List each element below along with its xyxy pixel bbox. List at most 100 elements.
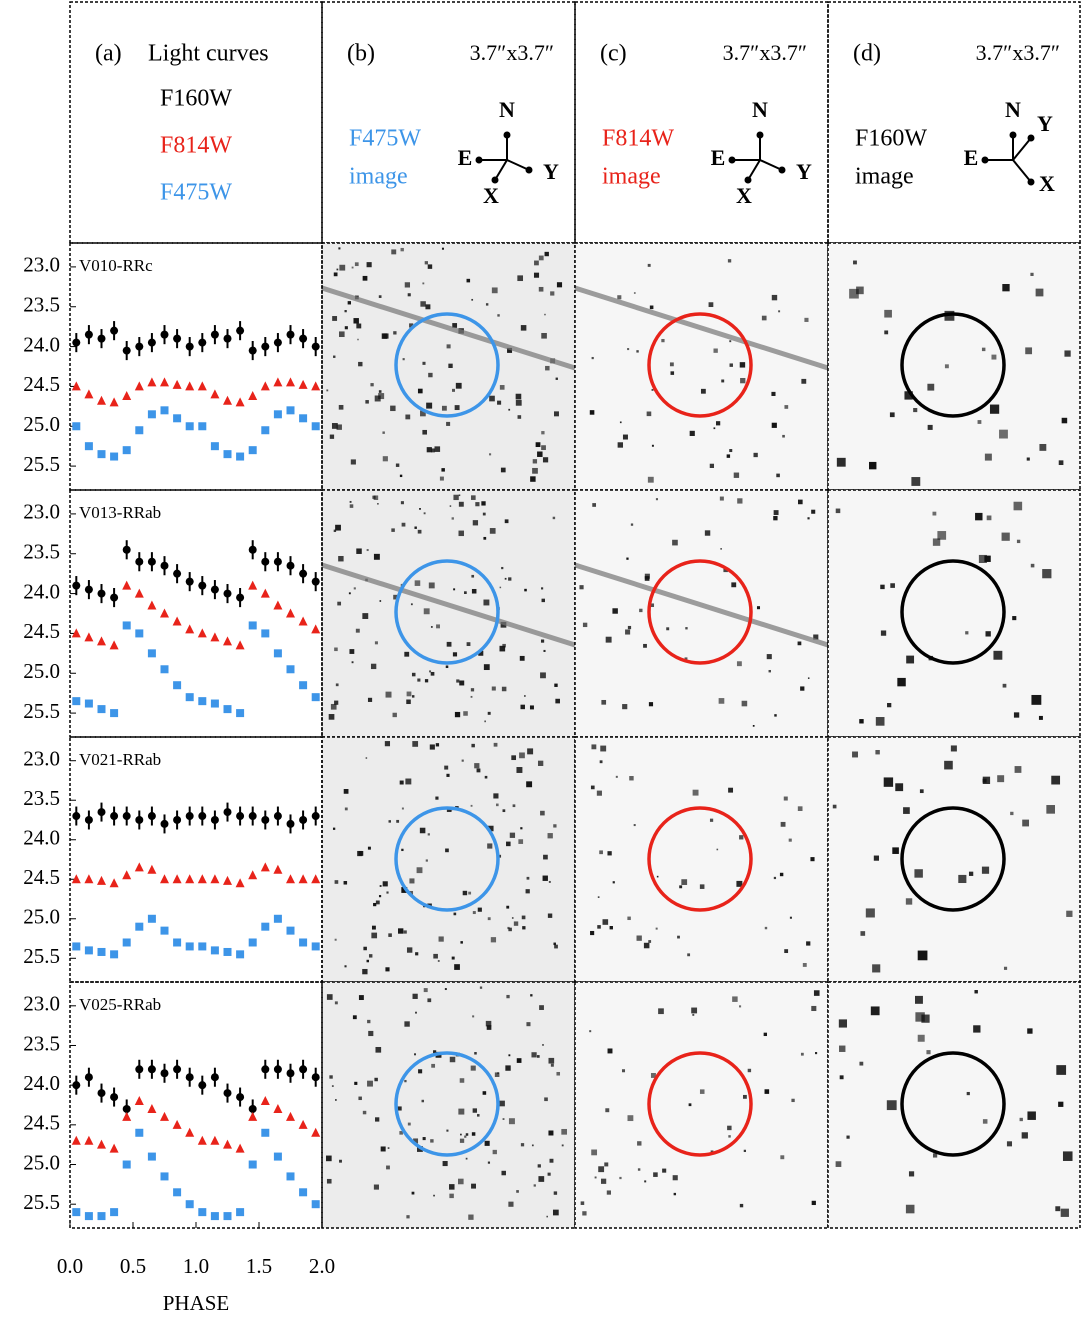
star [765, 927, 767, 929]
data-point [287, 331, 295, 339]
star [374, 1078, 377, 1081]
star [985, 454, 992, 461]
data-point [211, 586, 219, 594]
star [803, 963, 807, 967]
x-tick-label: 1.0 [183, 1254, 209, 1278]
star [516, 767, 522, 773]
star [537, 1055, 540, 1058]
star [762, 316, 767, 321]
data-point [287, 1069, 295, 1077]
star [505, 519, 509, 523]
data-point [261, 629, 269, 637]
data-point [173, 616, 182, 625]
star [1017, 540, 1020, 543]
data-point [148, 1065, 156, 1073]
star [344, 965, 346, 967]
star [1064, 350, 1070, 356]
star [431, 672, 435, 676]
star [997, 775, 1004, 782]
data-point [261, 1065, 269, 1073]
star [332, 316, 337, 321]
star [379, 295, 382, 298]
star [544, 314, 546, 316]
star [335, 1099, 337, 1101]
star [439, 936, 444, 941]
star [477, 768, 481, 772]
star [876, 717, 885, 726]
data-point [148, 339, 156, 347]
star [367, 262, 372, 267]
star [446, 1130, 448, 1132]
y-tick-label: 25.0 [23, 412, 60, 436]
compass-label: X [736, 183, 752, 208]
star [927, 384, 934, 391]
star [808, 677, 810, 679]
star [1039, 444, 1046, 451]
star [526, 1022, 530, 1026]
image-scale: 3.7″x3.7″ [976, 40, 1060, 65]
star [784, 949, 788, 953]
star [993, 651, 1002, 660]
data-point [211, 442, 219, 450]
star [742, 701, 748, 707]
star [958, 875, 966, 883]
data-point [135, 426, 143, 434]
page: (a)Light curvesF160WF814WF475W(b)3.7″x3.… [0, 0, 1083, 1321]
star [327, 1179, 332, 1184]
star [1042, 569, 1051, 578]
star [471, 696, 473, 698]
star [601, 700, 606, 705]
data-point [84, 1136, 93, 1145]
panel-frame [322, 2, 575, 243]
data-point [135, 862, 144, 871]
data-point [210, 1136, 219, 1145]
star [691, 1008, 697, 1014]
data-point [85, 586, 93, 594]
panel-label: (d) [853, 41, 881, 67]
star [350, 504, 354, 508]
data-point [123, 1105, 131, 1113]
star [677, 936, 680, 939]
star [1012, 616, 1016, 620]
star [610, 926, 613, 929]
star [428, 373, 432, 377]
data-point [135, 1096, 144, 1105]
data-point [160, 377, 169, 386]
y-tick-label: 23.5 [23, 293, 60, 317]
data-point [312, 578, 320, 586]
star [356, 548, 361, 553]
star [501, 567, 503, 569]
compass-label: E [458, 145, 473, 170]
star [710, 819, 713, 822]
data-point [123, 938, 131, 946]
data-point [97, 636, 106, 645]
compass-label: N [499, 97, 515, 122]
star [413, 994, 418, 999]
y-tick-label: 25.0 [23, 1150, 60, 1174]
star [811, 1006, 816, 1011]
star [965, 631, 968, 634]
data-point [287, 406, 295, 414]
star [590, 410, 595, 415]
compass-label: Y [543, 159, 559, 184]
data-point [211, 331, 219, 339]
star [693, 790, 699, 796]
star [987, 515, 992, 520]
data-point [148, 558, 156, 566]
star [356, 324, 361, 329]
star [382, 431, 384, 433]
star [497, 1072, 499, 1074]
star [508, 1202, 513, 1207]
star [472, 1132, 475, 1135]
star [557, 282, 562, 287]
star [1010, 812, 1013, 815]
star [358, 1097, 361, 1100]
compass-label: Y [796, 159, 812, 184]
star [335, 880, 339, 884]
y-tick-label: 24.5 [23, 1111, 60, 1135]
data-point [311, 874, 320, 883]
star [534, 273, 539, 278]
data-point [249, 621, 257, 629]
star [367, 1020, 370, 1023]
data-point [198, 422, 206, 430]
